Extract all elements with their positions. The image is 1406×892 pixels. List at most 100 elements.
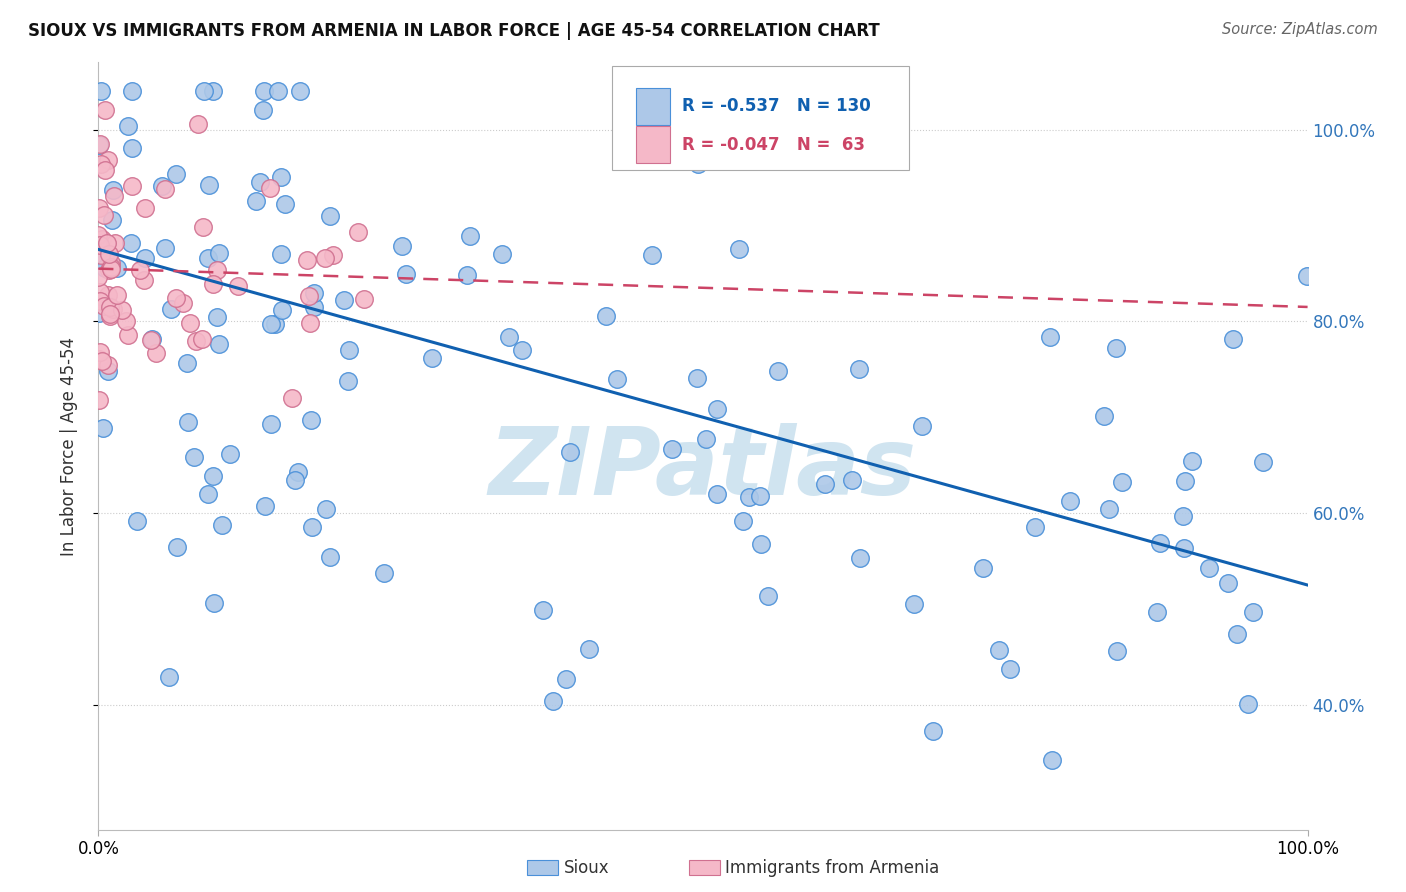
- Point: [111, 303, 134, 318]
- Point: [1295, 268, 1317, 283]
- Point: [184, 334, 207, 348]
- Point: [117, 328, 139, 343]
- Point: [245, 194, 267, 208]
- Point: [219, 447, 242, 461]
- Point: [96, 254, 118, 268]
- Point: [100, 255, 122, 269]
- Point: [1181, 454, 1204, 468]
- Point: [87, 138, 110, 153]
- Point: [93, 260, 115, 275]
- Point: [201, 468, 224, 483]
- Point: [281, 391, 304, 405]
- Point: [97, 153, 120, 168]
- Point: [298, 289, 321, 303]
- Point: [260, 317, 283, 331]
- Point: [87, 269, 110, 284]
- Point: [117, 120, 139, 134]
- Point: [202, 277, 225, 291]
- Point: [394, 267, 416, 281]
- Point: [1237, 697, 1260, 711]
- Point: [254, 499, 277, 513]
- Point: [319, 549, 342, 564]
- Point: [1092, 409, 1115, 424]
- Point: [766, 364, 789, 378]
- Point: [155, 241, 177, 255]
- Point: [731, 514, 754, 528]
- Point: [89, 345, 111, 359]
- Point: [841, 473, 863, 487]
- Point: [1225, 627, 1247, 641]
- Point: [333, 293, 356, 307]
- Point: [89, 136, 111, 151]
- Point: [125, 514, 148, 528]
- Point: [150, 179, 173, 194]
- Point: [661, 442, 683, 457]
- Point: [103, 189, 125, 203]
- Point: [314, 251, 336, 265]
- Point: [134, 252, 156, 266]
- Point: [177, 415, 200, 429]
- Point: [183, 450, 205, 465]
- Point: [179, 316, 201, 330]
- Text: R = -0.047   N =  63: R = -0.047 N = 63: [682, 136, 866, 153]
- Point: [1107, 644, 1129, 658]
- Point: [141, 332, 163, 346]
- Point: [274, 197, 297, 211]
- Point: [695, 432, 717, 446]
- Point: [104, 236, 127, 251]
- Point: [460, 229, 482, 244]
- Point: [121, 141, 143, 155]
- Point: [193, 219, 215, 234]
- Point: [267, 84, 290, 98]
- Point: [1042, 753, 1064, 767]
- Point: [100, 212, 122, 227]
- Point: [848, 361, 870, 376]
- Point: [197, 487, 219, 501]
- Point: [89, 201, 111, 215]
- Point: [749, 537, 772, 551]
- Point: [337, 343, 360, 357]
- Point: [1059, 494, 1081, 508]
- Point: [1098, 502, 1121, 516]
- Point: [165, 167, 187, 181]
- Point: [166, 540, 188, 554]
- Point: [1174, 474, 1197, 488]
- Point: [145, 346, 167, 360]
- Point: [87, 306, 110, 320]
- Text: Sioux: Sioux: [564, 859, 609, 877]
- Point: [560, 445, 582, 459]
- Point: [252, 103, 274, 117]
- Point: [595, 309, 617, 323]
- Point: [998, 662, 1021, 676]
- Point: [1173, 541, 1195, 555]
- Point: [205, 262, 228, 277]
- Point: [641, 248, 664, 262]
- Point: [134, 201, 156, 215]
- Point: [89, 238, 111, 252]
- Point: [814, 476, 837, 491]
- Point: [319, 209, 342, 223]
- Point: [510, 343, 533, 357]
- Point: [1173, 509, 1195, 524]
- Point: [1241, 605, 1264, 619]
- Point: [202, 596, 225, 610]
- Point: [101, 301, 124, 316]
- Point: [89, 249, 111, 263]
- FancyBboxPatch shape: [637, 126, 671, 163]
- Point: [498, 330, 520, 344]
- Point: [259, 181, 281, 195]
- Point: [260, 417, 283, 431]
- Point: [94, 163, 117, 178]
- Point: [337, 374, 360, 388]
- Point: [284, 473, 307, 487]
- Point: [98, 300, 121, 314]
- Point: [207, 246, 229, 260]
- Point: [191, 332, 214, 346]
- Text: R = -0.537   N = 130: R = -0.537 N = 130: [682, 97, 872, 115]
- Point: [98, 309, 121, 323]
- Point: [187, 117, 209, 131]
- Y-axis label: In Labor Force | Age 45-54: In Labor Force | Age 45-54: [59, 336, 77, 556]
- Point: [205, 310, 228, 325]
- Point: [90, 353, 112, 368]
- Point: [91, 231, 114, 245]
